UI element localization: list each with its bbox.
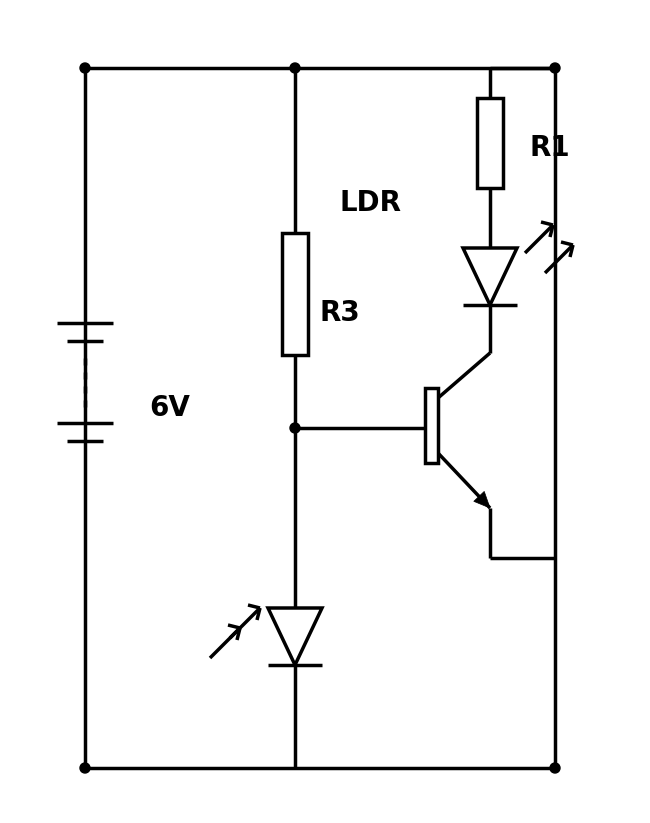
Circle shape (290, 423, 300, 433)
Text: R1: R1 (530, 134, 571, 162)
Circle shape (550, 63, 560, 73)
Polygon shape (463, 248, 517, 305)
Bar (282, 233, 308, 355)
Text: 6V: 6V (150, 394, 190, 422)
Circle shape (80, 63, 90, 73)
Polygon shape (474, 491, 490, 508)
Text: R3: R3 (320, 299, 361, 327)
Bar (425, 388, 438, 463)
Polygon shape (268, 608, 322, 665)
Text: LDR: LDR (340, 189, 402, 217)
Bar (477, 98, 503, 188)
Circle shape (80, 763, 90, 773)
Circle shape (290, 63, 300, 73)
Circle shape (550, 763, 560, 773)
